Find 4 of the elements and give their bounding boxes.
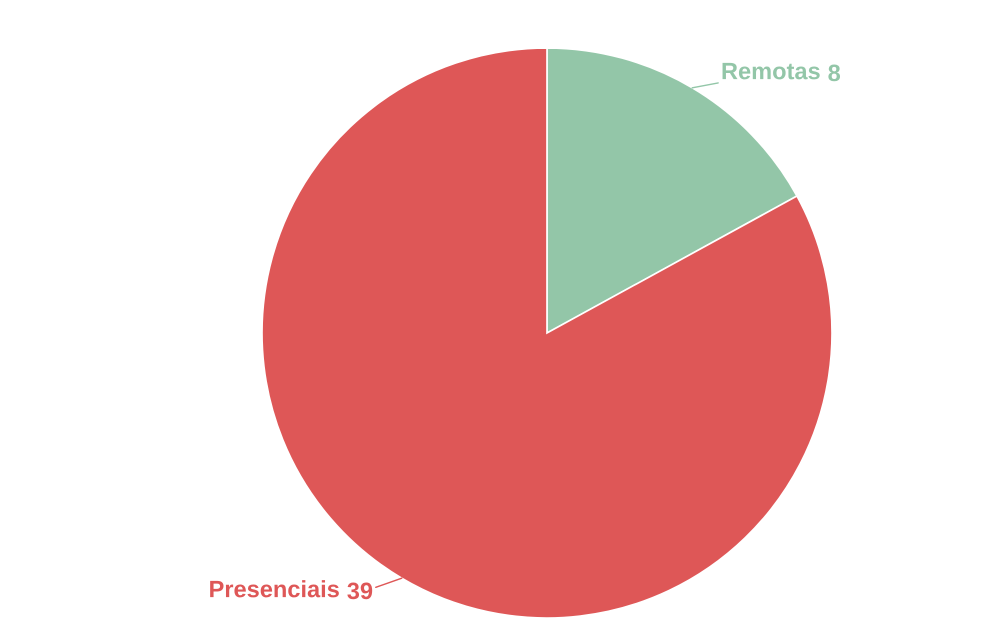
- data-label: 39: [347, 582, 372, 600]
- slice-label: Presenciais: [210, 580, 339, 598]
- data-label: 8: [828, 64, 840, 82]
- slice-label: Remotas: [722, 62, 820, 80]
